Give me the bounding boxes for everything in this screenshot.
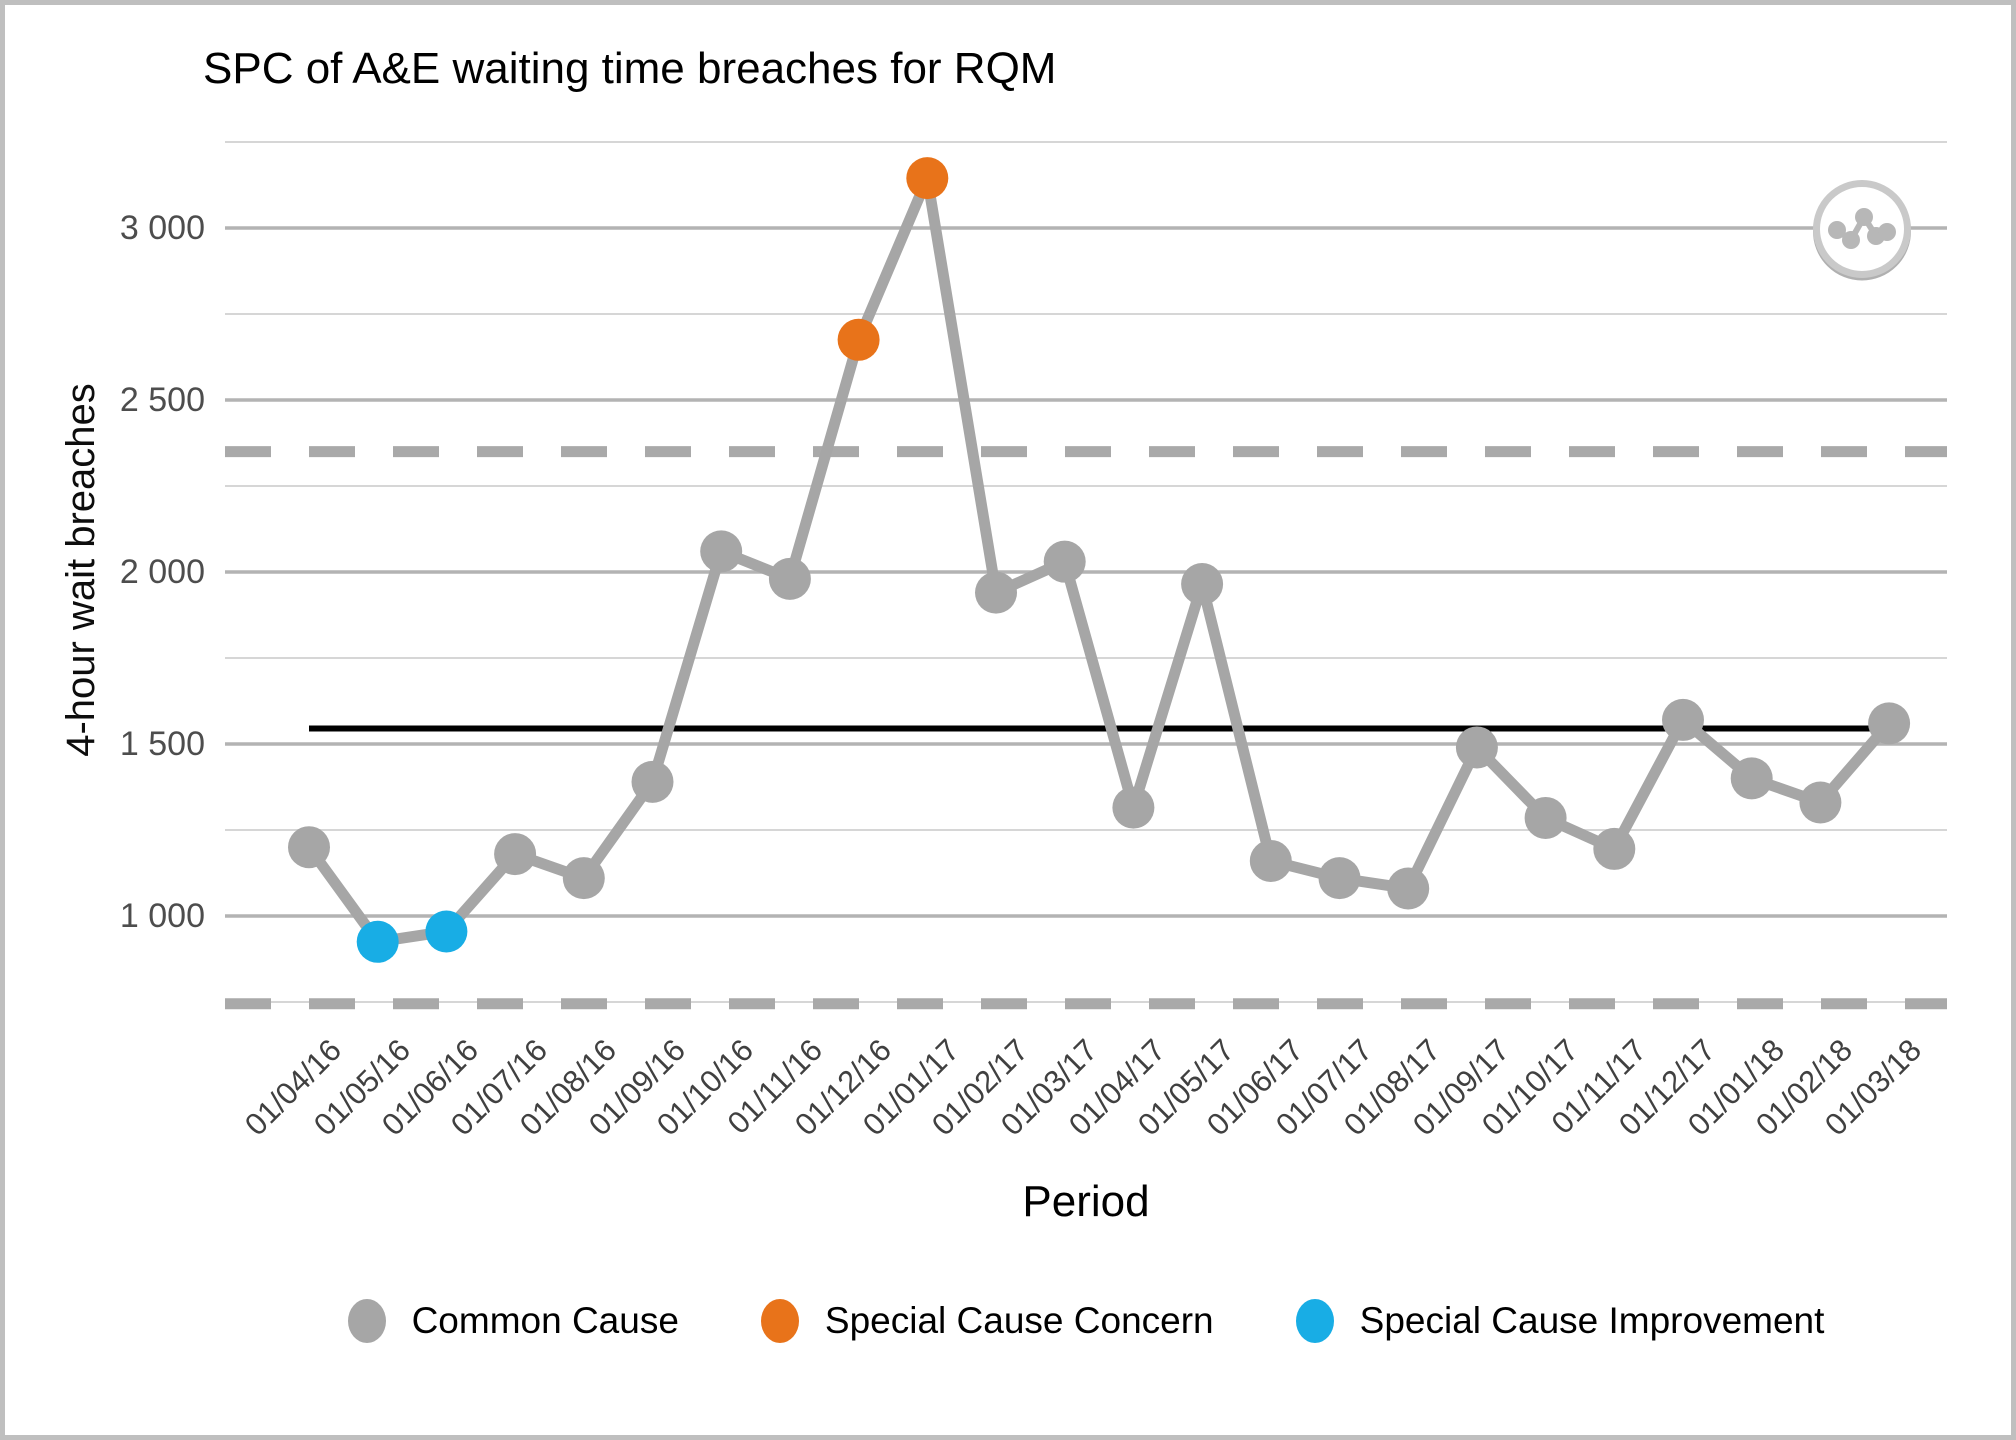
y-tick-label: 2 500 — [119, 381, 205, 419]
legend-label: Special Cause Concern — [824, 1300, 1214, 1341]
data-point-common — [1593, 827, 1636, 870]
special-cause-improvement-dot-icon — [1295, 1299, 1334, 1343]
legend-label: Common Cause — [411, 1300, 679, 1341]
common-cause-dot-icon — [347, 1299, 386, 1343]
data-point-common — [1043, 540, 1086, 583]
data-point-common — [1868, 702, 1911, 745]
data-point-common — [1181, 563, 1224, 606]
data-point-common — [494, 833, 537, 876]
data-point-improvement — [425, 910, 468, 953]
data-point-common — [1730, 757, 1773, 800]
data-point-common — [288, 826, 330, 869]
y-tick-label: 1 000 — [119, 897, 205, 935]
y-tick-label: 1 500 — [119, 725, 205, 763]
y-tick-label: 3 000 — [119, 209, 205, 247]
series-line — [303, 172, 1895, 948]
legend-label: Special Cause Improvement — [1359, 1300, 1825, 1341]
data-point-common — [1455, 726, 1498, 769]
data-point-common — [1799, 781, 1842, 824]
plot-area — [225, 141, 1947, 1010]
x-axis-title: Period — [1022, 1177, 1150, 1226]
legend: Common Cause Special Cause Concern Speci… — [225, 1299, 1947, 1343]
legend-item-special-cause-improvement: Special Cause Improvement — [1295, 1299, 1825, 1343]
data-point-common — [768, 557, 811, 600]
data-point-common — [1249, 839, 1292, 882]
legend-item-special-cause-concern: Special Cause Concern — [760, 1299, 1214, 1343]
legend-item-common-cause: Common Cause — [347, 1299, 679, 1343]
special-cause-concern-dot-icon — [760, 1299, 799, 1343]
data-point-common — [1662, 698, 1704, 741]
data-point-common — [1318, 857, 1361, 900]
y-tick-label: 2 000 — [119, 553, 205, 591]
data-point-common — [1387, 867, 1430, 910]
data-point-common — [975, 571, 1017, 614]
data-point-concern — [906, 157, 949, 200]
data-point-common — [700, 530, 743, 573]
line-chart-badge-icon — [1813, 180, 1911, 281]
chart-title: SPC of A&E waiting time breaches for RQM — [203, 44, 1057, 93]
data-point-common — [1112, 786, 1155, 829]
data-point-common — [631, 760, 674, 803]
data-point-common — [562, 857, 605, 900]
data-point-common — [1524, 796, 1567, 839]
data-point-improvement — [356, 920, 399, 963]
data-point-concern — [837, 318, 880, 361]
